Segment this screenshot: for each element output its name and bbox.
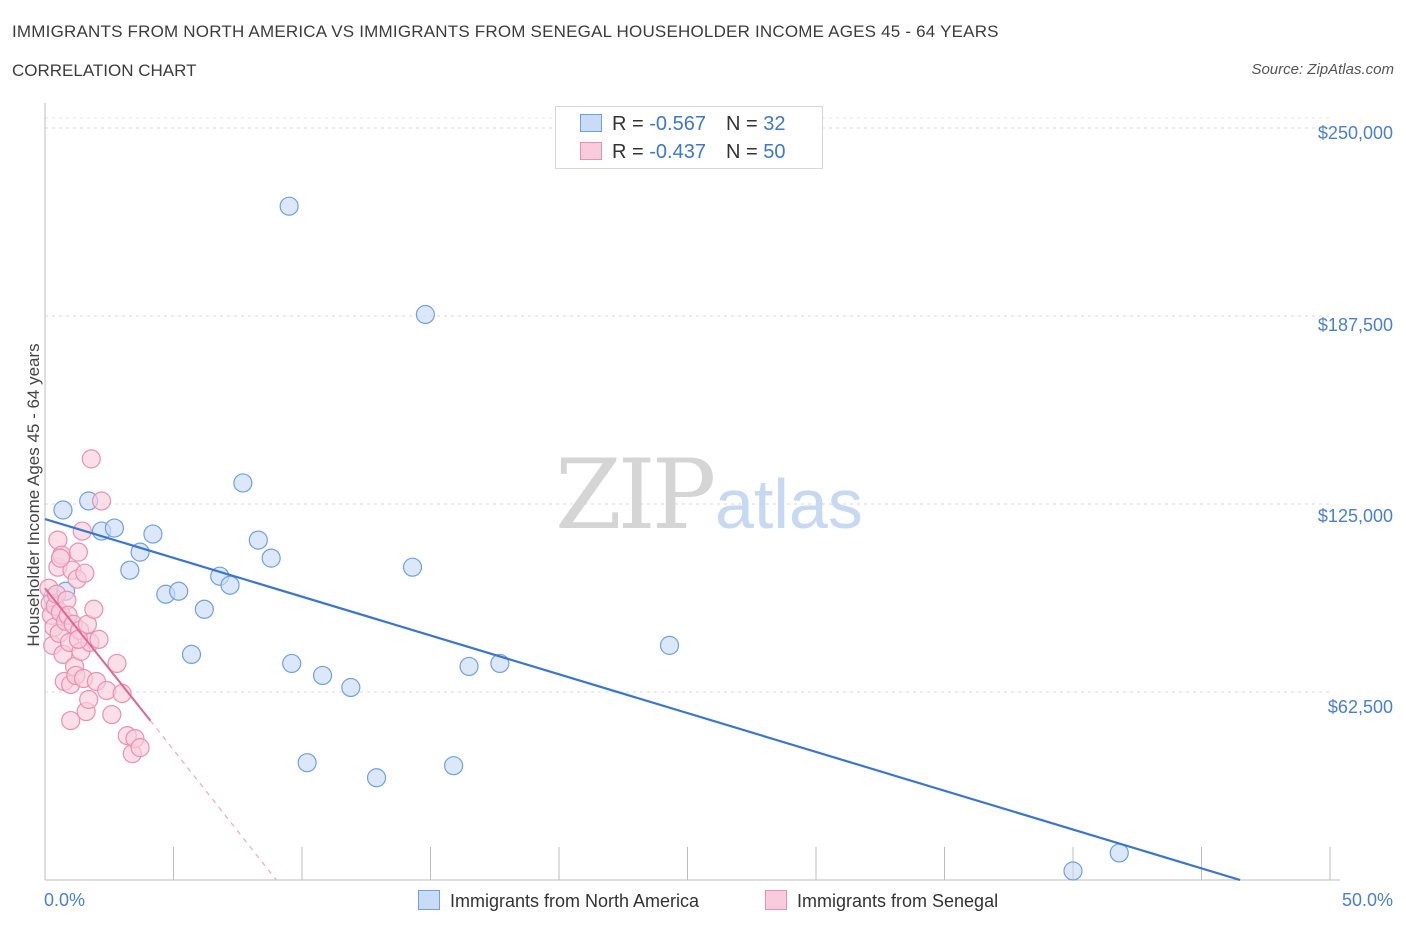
north-america-point <box>181 644 202 665</box>
north-america-point <box>402 557 423 577</box>
senegal-point <box>50 548 71 568</box>
senegal-point <box>130 738 150 758</box>
legend-n-label: N = <box>725 141 764 163</box>
series-swatch-pink <box>765 890 787 910</box>
senegal-trend-line <box>44 587 152 722</box>
watermark-atlas: atlas <box>715 465 863 543</box>
north-america-point <box>415 304 435 325</box>
north-america-point <box>53 500 73 520</box>
north-america-point <box>1063 861 1083 881</box>
legend-r-value: -0.437 <box>649 141 706 163</box>
north-america-point <box>341 677 361 698</box>
y-tick-label: $250,000 <box>1317 123 1393 143</box>
north-america-point <box>366 768 387 788</box>
north-america-point <box>233 473 253 493</box>
senegal-point <box>84 599 104 619</box>
north-america-point <box>297 753 317 773</box>
senegal-point <box>107 653 127 674</box>
series-swatch-blue <box>418 890 440 910</box>
north-america-point <box>220 575 240 595</box>
legend-r-value: -0.567 <box>649 113 706 135</box>
legend-r-label: R = <box>612 113 650 135</box>
north-america-point <box>248 530 268 550</box>
series-legend-north-america: Immigrants from North America <box>418 890 699 912</box>
correlation-legend: R = -0.567 N = 32 R = -0.437 N = 50 <box>555 106 823 169</box>
senegal-point <box>89 629 109 649</box>
north-america-point <box>194 599 214 619</box>
senegal-point <box>81 449 101 469</box>
y-tick-label: $125,000 <box>1317 506 1393 526</box>
senegal-point <box>68 542 89 562</box>
senegal-point <box>61 710 81 731</box>
north-america-point <box>104 518 124 538</box>
legend-row-senegal: R = -0.437 N = 50 <box>580 141 785 164</box>
north-america-point <box>659 635 680 655</box>
north-america-point <box>312 665 333 686</box>
north-america-point <box>279 196 299 216</box>
x-tick-label: 50.0% <box>1341 890 1393 910</box>
legend-swatch-pink <box>580 142 602 160</box>
chart-subtitle: CORRELATION CHART <box>12 61 197 80</box>
senegal-point <box>102 704 122 725</box>
series-name: Immigrants from Senegal <box>797 891 999 911</box>
legend-swatch-blue <box>580 114 602 132</box>
legend-r-label: R = <box>612 141 650 163</box>
senegal-point <box>97 680 117 701</box>
series-name: Immigrants from North America <box>450 891 700 911</box>
north-america-point <box>459 656 479 677</box>
north-america-point <box>143 524 163 544</box>
senegal-point <box>75 563 95 583</box>
legend-row-north-america: R = -0.567 N = 32 <box>580 113 785 136</box>
north-america-point <box>444 756 464 776</box>
legend-n-value: 50 <box>763 141 786 163</box>
north-america-point <box>120 560 140 580</box>
x-tick-label: 0.0% <box>44 890 86 910</box>
legend-n-label: N = <box>725 113 764 135</box>
y-tick-label: $187,500 <box>1317 315 1393 335</box>
legend-n-value: 32 <box>763 113 786 135</box>
senegal-point <box>79 689 99 710</box>
source-label: Source: ZipAtlas.com <box>1251 61 1394 78</box>
north-america-point <box>1109 843 1129 863</box>
north-america-trend-line <box>44 517 1241 882</box>
north-america-point <box>130 542 150 562</box>
senegal-trend-extension <box>149 720 277 881</box>
y-tick-label: $62,500 <box>1327 697 1393 717</box>
north-america-point <box>282 653 302 674</box>
senegal-point <box>91 491 112 511</box>
chart-title: IMMIGRANTS FROM NORTH AMERICA VS IMMIGRA… <box>12 22 999 41</box>
north-america-point <box>169 581 189 601</box>
series-legend-senegal: Immigrants from Senegal <box>765 890 998 912</box>
watermark-zip: ZIP <box>555 439 714 551</box>
north-america-point <box>261 548 281 568</box>
